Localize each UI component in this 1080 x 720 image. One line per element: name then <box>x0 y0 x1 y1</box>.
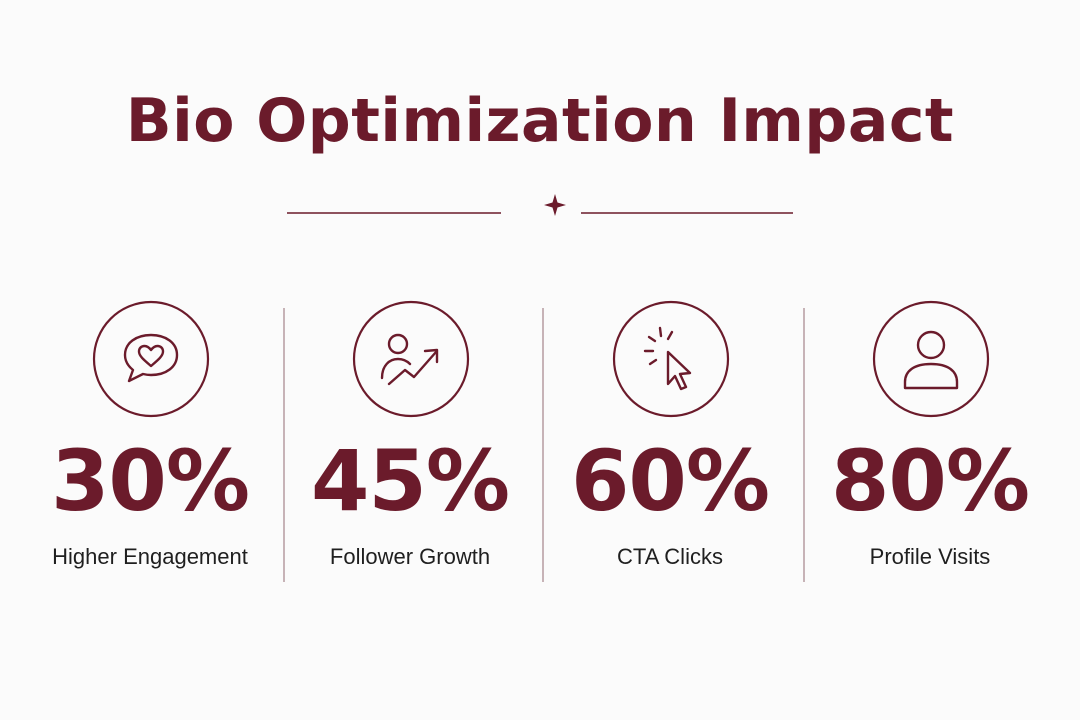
stat-value: 80% <box>830 432 1030 530</box>
page-title: Bio Optimization Impact <box>125 86 955 156</box>
column-divider <box>283 308 285 582</box>
user-icon <box>872 300 990 418</box>
stat-label: Higher Engagement <box>52 544 248 569</box>
crescent-star-icon <box>527 192 571 235</box>
title-divider <box>287 192 793 235</box>
cursor-click-icon <box>612 300 730 418</box>
stat-card-followers: 45% Follower Growth <box>280 300 540 590</box>
column-divider <box>542 308 544 582</box>
stat-value: 45% <box>310 432 510 530</box>
column-divider <box>803 308 805 582</box>
heart-chat-icon <box>92 300 210 418</box>
stat-value: 60% <box>570 432 770 530</box>
stat-card-cta: 60% CTA Clicks <box>540 300 800 590</box>
stat-card-profile: 80% Profile Visits <box>800 300 1060 590</box>
stat-label: Follower Growth <box>329 544 491 569</box>
stat-label: Profile Visits <box>869 544 991 569</box>
stat-label: CTA Clicks <box>617 544 723 569</box>
stat-value: 30% <box>50 432 250 530</box>
stat-card-engagement: 30% Higher Engagement <box>20 300 280 590</box>
user-growth-icon <box>352 300 470 418</box>
